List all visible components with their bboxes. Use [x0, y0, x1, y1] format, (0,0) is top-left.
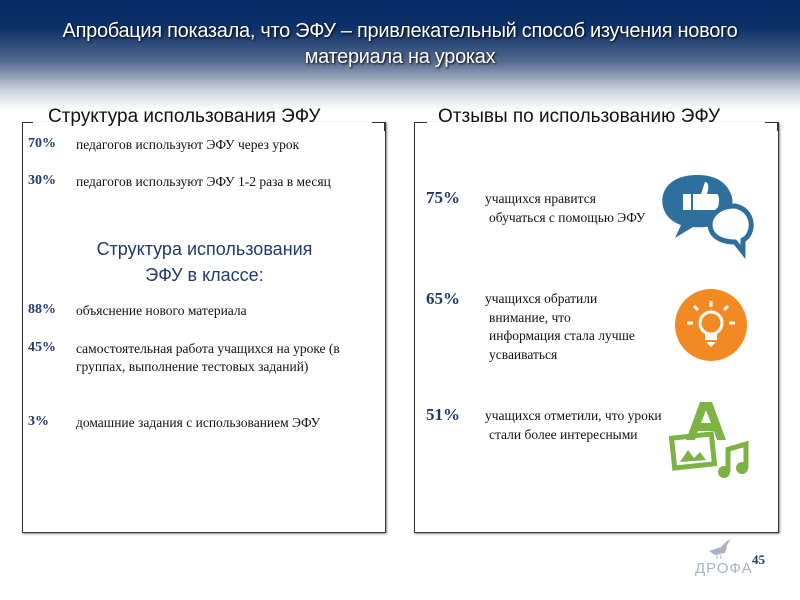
- review-percent: 65%: [426, 289, 460, 308]
- page-number: 45: [752, 552, 765, 567]
- stat-percent: 3%: [28, 414, 49, 429]
- left-panel: [22, 122, 386, 533]
- right-panel: [414, 122, 779, 533]
- stat-text: объяснение нового материала: [76, 303, 247, 318]
- stat-text: самостоятельная работа учащихся на уроке…: [76, 341, 340, 374]
- stat-text: педагогов используют ЭФУ через урок: [76, 137, 300, 152]
- header-band: [0, 0, 800, 110]
- right-panel-title: Отзывы по использованию ЭФУ: [438, 106, 721, 127]
- bird-logo-icon: [709, 539, 731, 559]
- review-percent: 75%: [426, 188, 460, 207]
- stat-percent: 45%: [28, 340, 56, 355]
- review-text: учащихся нравится обучаться с помощью ЭФ…: [485, 191, 646, 225]
- left-panel-corner: [372, 122, 385, 131]
- right-panel-corner: [414, 122, 427, 131]
- drofa-logo: ДРОФА: [695, 537, 753, 577]
- review-text: учащихся обратили внимание, что информац…: [485, 291, 635, 362]
- stat-percent: 30%: [28, 173, 56, 188]
- left-panel-title: Структура использования ЭФУ: [48, 106, 321, 127]
- lightbulb-icon: [675, 289, 747, 361]
- media-icon: [668, 402, 749, 478]
- review-text: учащихся отметили, что уроки стали более…: [485, 408, 662, 442]
- stat-text: домашние задания с использованием ЭФУ: [76, 415, 321, 430]
- class-structure-subtitle: Структура использования ЭФУ в классе:: [22, 236, 387, 288]
- subtitle-text: Структура использования ЭФУ в классе:: [96, 239, 313, 285]
- stat-text: педагогов используют ЭФУ 1-2 раза в меся…: [76, 174, 331, 189]
- stat-percent: 88%: [28, 302, 56, 317]
- right-panel-corner: [765, 122, 778, 131]
- left-panel-corner: [22, 122, 33, 131]
- review-percent: 51%: [426, 405, 460, 424]
- page-title: Апробация показала, что ЭФУ – привлекате…: [62, 20, 738, 68]
- logo-text: ДРОФА: [695, 560, 753, 577]
- like-chat-icon: [662, 175, 754, 260]
- stat-percent: 70%: [28, 136, 56, 151]
